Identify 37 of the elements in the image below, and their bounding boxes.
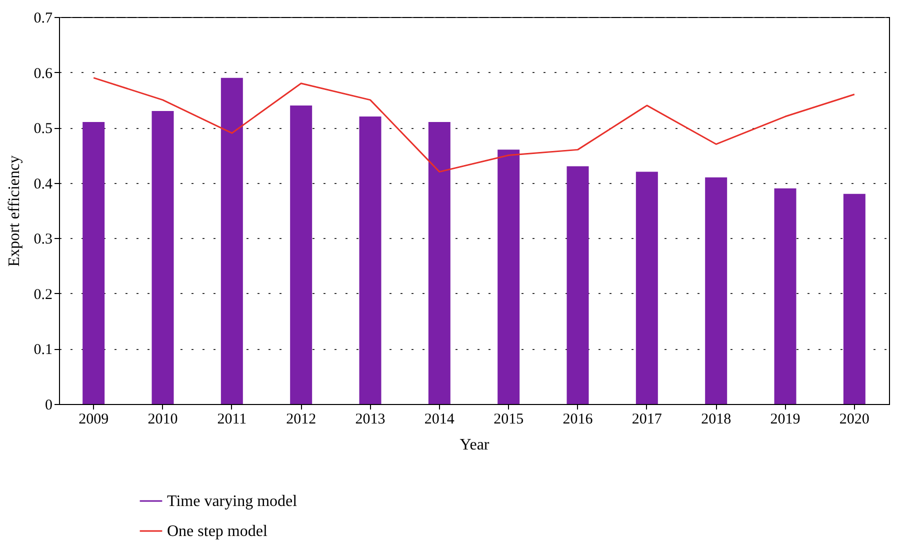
- y-tick-label: 0.4: [34, 176, 53, 192]
- x-tick-label: 2015: [494, 412, 524, 428]
- bar: [498, 150, 520, 404]
- x-tick-label: 2019: [770, 412, 800, 428]
- bar: [220, 78, 243, 404]
- y-tick-label: 0.2: [34, 286, 52, 303]
- legend-label: One step model: [167, 523, 268, 540]
- x-tick-label: 2012: [286, 412, 316, 428]
- x-tick-label: 2011: [217, 412, 247, 428]
- x-tick-label: 2018: [701, 412, 732, 428]
- line-series: [92, 77, 856, 173]
- x-tick-label: 2017: [632, 412, 662, 428]
- bar: [705, 177, 728, 404]
- bar: [290, 105, 312, 404]
- x-axis-title: Year: [460, 436, 490, 454]
- y-tick-label: 0.1: [34, 342, 52, 358]
- bar: [566, 166, 589, 404]
- x-tick-label: 2016: [562, 412, 594, 428]
- bar: [359, 116, 382, 404]
- y-axis-title: Export efficiency: [6, 155, 23, 267]
- y-tick-label: 0.3: [34, 232, 52, 248]
- bar: [843, 194, 866, 404]
- bar: [82, 122, 105, 404]
- x-tick-label: 2014: [424, 412, 455, 428]
- bar: [636, 172, 658, 404]
- bar: [428, 122, 450, 404]
- x-tick-label: 2020: [839, 412, 870, 428]
- legend-label: Time varying model: [167, 493, 298, 510]
- y-tick-label: 0.7: [34, 10, 53, 26]
- x-tick-label: 2010: [148, 412, 178, 428]
- y-tick-label: 0.6: [34, 66, 53, 82]
- x-tick-label: 2013: [355, 412, 386, 428]
- bar: [774, 188, 796, 404]
- bar: [152, 110, 174, 404]
- y-tick-label: 0: [45, 398, 52, 414]
- y-tick-label: 0.5: [34, 121, 52, 138]
- x-tick-label: 2009: [78, 412, 109, 428]
